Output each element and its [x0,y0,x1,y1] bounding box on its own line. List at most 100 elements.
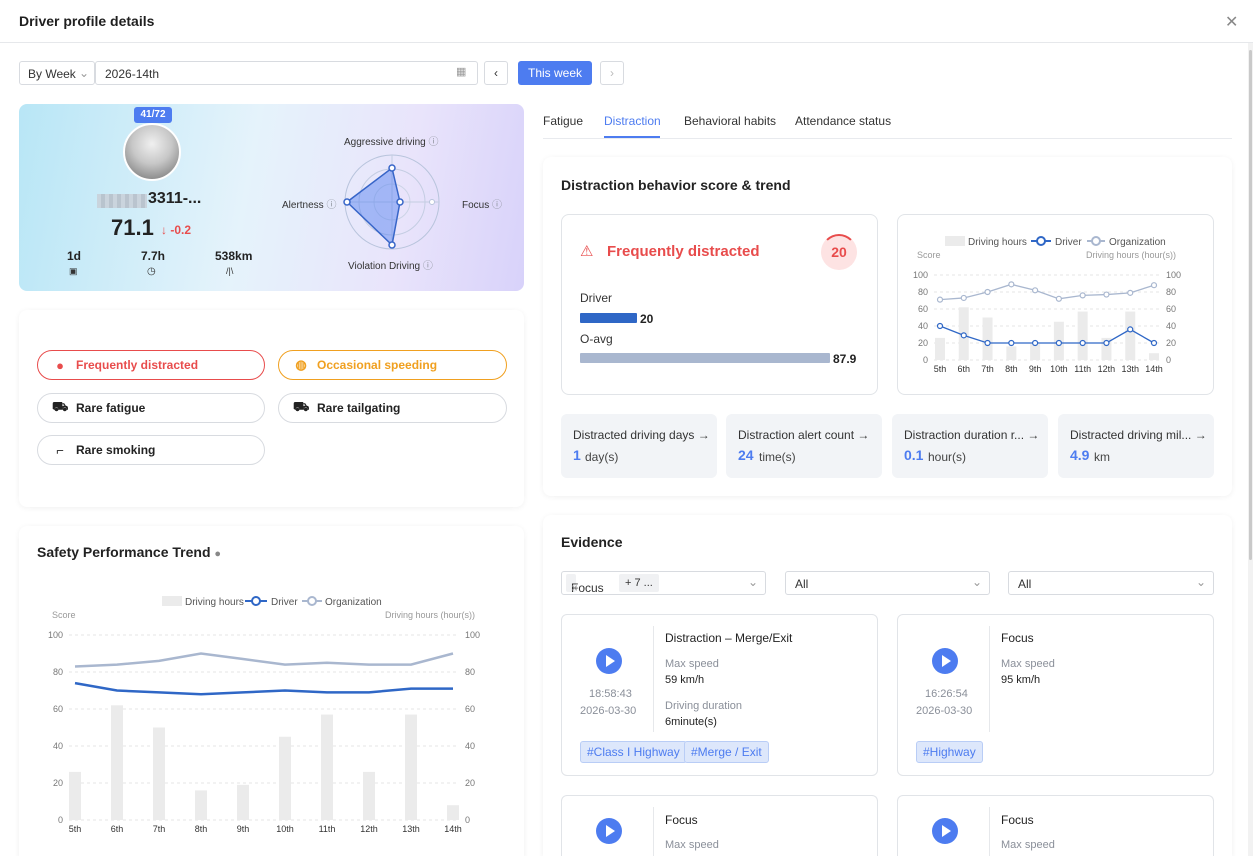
radar-point-aggressive [388,164,396,172]
point-driver [1150,339,1158,347]
x-tick-label: 5th [69,824,82,834]
legend-org-label: Organization [1109,237,1166,248]
bar-driving-hours [237,784,249,820]
stat-duration[interactable]: Distraction duration r... → 0.1 hour(s) [892,414,1048,478]
y-tick-label: 40 [918,321,928,331]
chevron-down-icon: ⌄ [79,66,90,80]
behavior-tag-tailgating[interactable]: ⛟ Rare tailgating [278,393,507,423]
tab-distraction[interactable]: Distraction [604,114,661,128]
fatigue-icon: ⛟ [52,399,69,414]
tabs-divider [543,138,1232,139]
legend-hours-swatch [162,596,182,606]
stat-label: Distracted driving days → [573,428,710,442]
evidence-tag[interactable]: #Merge / Exit [684,741,769,763]
stat-label: Distraction duration r... → [904,428,1040,442]
days-stat: 1d [67,249,82,263]
safety-trend-title: Safety Performance Trend ● [37,544,222,560]
x-tick-label: 7th [153,824,166,834]
evidence-tag[interactable]: #Highway [916,741,983,763]
series-line-driver [74,681,453,696]
legend-driver-marker [1036,236,1046,246]
date-picker-value: 2026-14th [105,67,160,81]
date-picker[interactable]: 2026-14th ▦ [95,61,478,85]
bar-driving-hours [321,714,333,820]
active-tab-indicator [604,136,660,138]
point-organization [1103,291,1110,298]
scrollbar-thumb[interactable] [1249,50,1252,560]
point-driver [1055,339,1062,347]
bar-driving-hours [153,727,165,820]
info-icon: ⓘ [326,200,337,211]
x-tick-label: 14th [1145,364,1163,374]
play-icon[interactable] [596,648,622,674]
series-line-driver [939,325,1155,344]
x-tick-label: 12th [360,824,378,834]
legend-hours-label: Driving hours [185,597,244,608]
avatar [123,123,181,181]
behavior-tag-distracted[interactable]: ● Frequently distracted [37,350,265,380]
stat-alert-count[interactable]: Distraction alert count → 24 time(s) [726,414,882,478]
point-driver [1032,339,1039,347]
evidence-title: Focus [665,813,698,827]
close-icon[interactable]: ✕ [1225,14,1239,31]
speedometer-icon: ◍ [295,357,307,372]
safety-trend-chart: Driving hours Driver Organization Score … [48,596,480,834]
radar-label-alertness: Alertness ⓘ [282,200,337,211]
y2-tick-label: 40 [1166,321,1176,331]
behavior-tag-fatigue[interactable]: ⛟ Rare fatigue [37,393,265,423]
y-tick-label: 20 [918,338,928,348]
stat-mileage[interactable]: Distracted driving mil... → 4.9 km [1058,414,1214,478]
radar-point-focus [396,198,404,206]
y-tick-label: 60 [918,304,928,314]
point-driver [984,339,991,347]
tab-attendance-status[interactable]: Attendance status [795,114,892,128]
evidence-date: 2026-03-30 [916,705,973,717]
x-tick-label: 13th [1121,364,1139,374]
play-icon[interactable] [932,818,958,844]
calendar-icon: ▣ [69,266,78,276]
tab-fatigue[interactable]: Fatigue [543,114,584,128]
bar-driving-hours [935,337,945,360]
x-tick-label: 14th [444,824,462,834]
tailgating-icon: ⛟ [293,399,310,414]
period-select[interactable]: By Week ⌄ [19,61,95,85]
info-icon: ⓘ [492,200,503,211]
point-driver [1127,326,1134,333]
point-organization [936,296,944,303]
filter-select-3-value: All [1018,577,1032,591]
clock-icon: ◷ [147,266,156,277]
point-organization [1008,281,1015,288]
next-week-button[interactable]: › [600,61,624,85]
filter-select-3[interactable]: All ⌄ [1008,571,1214,595]
evidence-time: 18:58:43 [589,688,632,700]
y2-tick-label: 100 [1166,270,1181,280]
behavior-tag-speeding[interactable]: ◍ Occasional speeding [278,350,507,380]
filter-select-2[interactable]: All ⌄ [785,571,990,595]
smoking-icon: ⌐ [56,442,64,458]
play-icon[interactable] [596,818,622,844]
behavior-filter-select[interactable]: Focus × + 7 ... ⌄ [561,571,766,595]
y-tick-label: 80 [53,667,63,677]
x-tick-label: 6th [958,364,971,374]
point-organization [1032,287,1039,294]
point-organization [1079,292,1086,299]
evidence-tag[interactable]: #Class I Highway [580,741,687,763]
arrow-right-icon: → [697,428,710,442]
play-icon[interactable] [932,648,958,674]
max-speed-label: Max speed [665,658,719,670]
arrow-right-icon: → [1027,428,1040,442]
bar-driving-hours [982,317,993,360]
legend-driver-marker [251,596,261,606]
evidence-divider [989,807,990,856]
radar-label-focus: Focus ⓘ [462,200,503,211]
y-tick-label: 100 [913,270,928,280]
max-speed-label: Max speed [1001,658,1055,670]
x-tick-label: 9th [237,824,250,834]
tab-behavioral-habits[interactable]: Behavioral habits [684,114,777,128]
behavior-tag-smoking[interactable]: ⌐ Rare smoking [37,435,265,465]
distraction-score: 20 [831,244,847,260]
point-organization [960,294,967,302]
prev-week-button[interactable]: ‹ [484,61,508,85]
this-week-button[interactable]: This week [518,61,592,85]
stat-distracted-days[interactable]: Distracted driving days → 1 day(s) [561,414,717,478]
